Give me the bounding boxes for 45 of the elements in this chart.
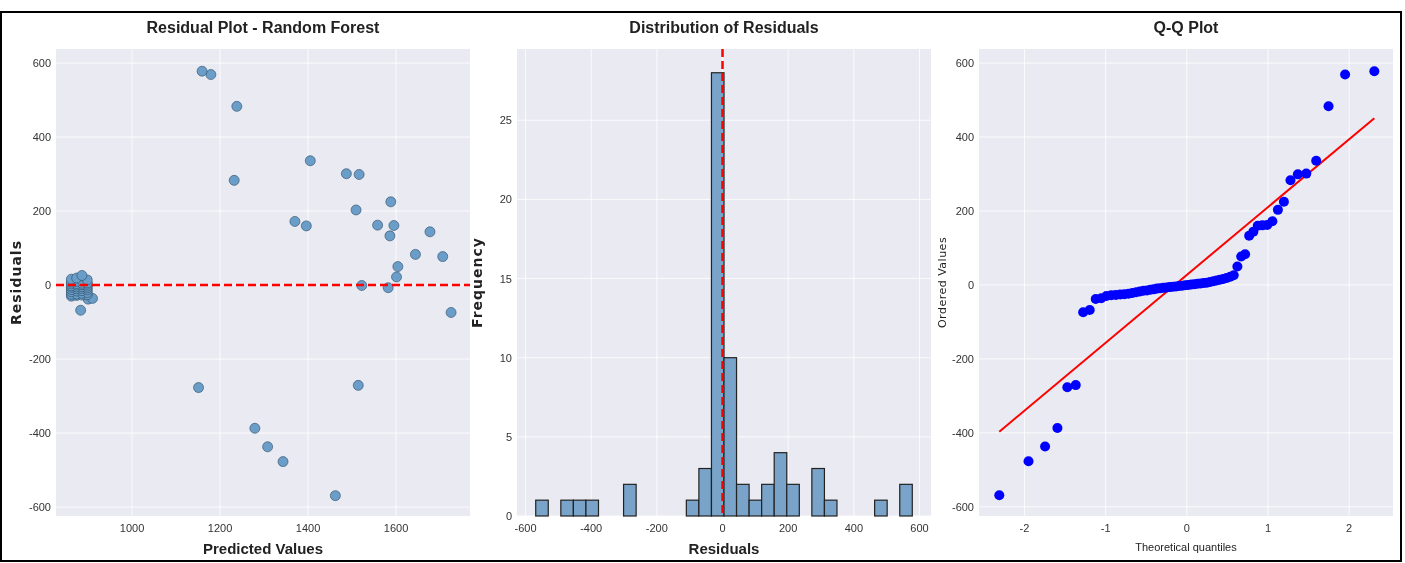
y-tick-label: 200 [32, 205, 51, 218]
y-tick-label: 15 [499, 272, 512, 285]
y-tick-label: 600 [32, 57, 51, 70]
x-tick-label: 400 [844, 522, 864, 534]
y-tick-label: 400 [955, 131, 974, 143]
y-tick-label: 200 [955, 204, 974, 217]
x-tick-label: 1400 [295, 522, 321, 534]
x-tick-label: 1200 [207, 522, 233, 534]
chart-title: Distribution of Residuals [629, 19, 819, 36]
x-tick-label: 200 [779, 522, 798, 534]
y-tick-label: 600 [955, 57, 974, 70]
y-tick-label: 0 [967, 278, 974, 291]
y-tick-label: 10 [499, 351, 512, 364]
x-tick-label: 600 [910, 522, 929, 534]
x-tick-label: -1 [1100, 522, 1111, 534]
x-tick-label: 1000 [119, 522, 145, 534]
y-tick-label: 20 [499, 193, 512, 206]
x-axis-title: Residuals [688, 540, 760, 557]
y-tick-label: 5 [505, 430, 512, 443]
chart-title: Residual Plot - Random Forest [146, 19, 381, 36]
y-axis-title: Residuals [8, 240, 24, 325]
x-tick-label: 0 [719, 522, 726, 534]
x-tick-label: -400 [580, 522, 603, 534]
x-tick-label: 1600 [383, 522, 409, 534]
y-tick-label: 0 [505, 510, 512, 522]
x-tick-label: -2 [1019, 522, 1030, 534]
x-tick-label: 2 [1346, 522, 1353, 534]
x-axis-title: Predicted Values [202, 540, 324, 557]
y-axis-title: Ordered Values [936, 236, 949, 329]
chart-title: Q-Q Plot [1153, 19, 1220, 36]
y-tick-label: -600 [951, 500, 974, 513]
y-tick-label: -200 [951, 352, 974, 365]
y-tick-label: -400 [28, 427, 51, 440]
x-tick-label: -200 [645, 522, 668, 534]
y-tick-label: 0 [44, 279, 51, 292]
x-tick-label: 0 [1183, 522, 1190, 534]
y-axis-title: Frequency [469, 237, 485, 328]
y-tick-label: -200 [28, 353, 51, 366]
y-tick-label: 25 [499, 114, 512, 127]
x-tick-label: -600 [514, 522, 537, 534]
x-tick-label: 1 [1264, 522, 1272, 534]
y-tick-label: 400 [32, 131, 51, 144]
y-tick-label: -600 [28, 501, 51, 514]
x-axis-title: Theoretical quantiles [1135, 541, 1238, 553]
y-tick-label: -400 [951, 426, 974, 439]
